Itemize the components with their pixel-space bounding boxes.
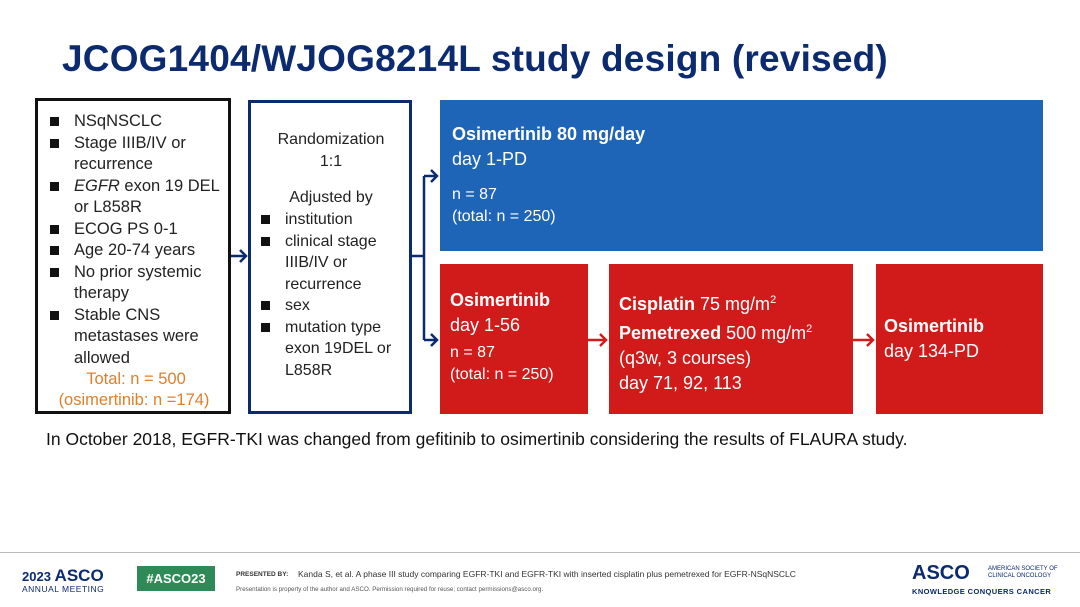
arm-b-phase3-days: day 134-PD — [884, 341, 980, 361]
arrowhead — [866, 333, 875, 347]
footer-divider — [0, 552, 1080, 553]
arm-b-phase3-box: Osimertinib day 134-PD — [876, 264, 1043, 414]
arm-b-phase1-box: Osimertinib day 1-56 n = 87 (total: n = … — [440, 264, 588, 414]
presented-by-label: PRESENTED BY: — [236, 571, 289, 578]
eligibility-list: NSqNSCLC Stage IIIB/IV or recurrence EGF… — [50, 111, 222, 369]
meeting-brand: ASCO — [54, 566, 104, 585]
adjustment-factors: institution clinical stage IIIB/IV or re… — [261, 209, 403, 381]
hashtag-badge: #ASCO23 — [137, 566, 215, 591]
arrowhead — [430, 333, 439, 347]
eligibility-item: No prior systemic therapy — [50, 262, 222, 305]
arm-a-n: n = 87 — [452, 186, 497, 203]
citation: Kanda S, et al. A phase III study compar… — [298, 569, 796, 579]
chemo-schedule: (q3w, 3 courses) — [619, 348, 752, 368]
slide-title: JCOG1404/WJOG8214L study design (revised… — [62, 38, 888, 79]
eligibility-item-egfr: EGFR exon 19 DEL or L858R — [50, 176, 222, 219]
arm-b-n: n = 87 — [450, 344, 495, 361]
randomization-title: Randomization — [277, 131, 385, 148]
arm-b-phase2-box: Cisplatin 75 mg/m2 Pemetrexed 500 mg/m2 … — [609, 264, 853, 414]
total-n: Total: n = 500 — [86, 370, 186, 388]
asco-logo: ASCO — [912, 562, 970, 584]
eligibility-item: Stable CNS metastases were allowed — [50, 305, 222, 370]
flaura-note: In October 2018, EGFR-TKI was changed fr… — [46, 429, 908, 449]
arm-a-total: (total: n = 250) — [452, 208, 556, 225]
total-osimertinib-n: (osimertinib: n =174) — [58, 391, 210, 409]
eligibility-item: Stage IIIB/IV or recurrence — [50, 133, 222, 176]
arm-a-dose: 80 mg/day — [557, 124, 646, 144]
egfr-rest: exon 19 DEL or L858R — [74, 176, 220, 217]
pemetrexed-sup: 2 — [806, 323, 813, 335]
pemetrexed-drug: Pemetrexed — [619, 323, 722, 343]
permission-note: Presentation is property of the author a… — [236, 586, 544, 593]
adjusted-by-label: Adjusted by — [289, 189, 373, 206]
egfr-italic: EGFR — [74, 176, 120, 195]
arm-a-days: day 1-PD — [452, 149, 528, 169]
eligibility-item: ECOG PS 0-1 — [50, 219, 222, 241]
factor-item: institution — [261, 209, 403, 231]
factor-item: mutation type exon 19DEL or L858R — [261, 317, 403, 382]
eligibility-item: NSqNSCLC — [50, 111, 222, 133]
meeting-logo: 2023 ASCO — [22, 566, 104, 586]
pemetrexed-line: Pemetrexed 500 mg/m2 — [619, 317, 843, 346]
arm-b-phase3-drug: Osimertinib — [884, 316, 985, 336]
meeting-year: 2023 — [22, 569, 51, 584]
eligibility-item: Age 20-74 years — [50, 240, 222, 262]
arrowhead — [239, 249, 248, 263]
factor-item: sex — [261, 295, 403, 317]
cisplatin-dose: 75 mg/m — [700, 294, 771, 314]
meeting-sub: ANNUAL MEETING — [22, 584, 105, 594]
arrowhead — [430, 169, 439, 183]
arrowhead — [599, 333, 608, 347]
chemo-days: day 71, 92, 113 — [619, 373, 742, 393]
randomization-box: Randomization 1:1 Adjusted by institutio… — [248, 100, 412, 414]
arm-b-total: (total: n = 250) — [450, 366, 554, 383]
factor-item: clinical stage IIIB/IV or recurrence — [261, 231, 403, 296]
randomization-ratio: 1:1 — [319, 153, 343, 170]
arm-a-box: Osimertinib 80 mg/day day 1-PD n = 87 (t… — [440, 100, 1043, 251]
cisplatin-drug: Cisplatin — [619, 294, 696, 314]
asco-tagline: KNOWLEDGE CONQUERS CANCER — [912, 587, 1052, 596]
cisplatin-sup: 2 — [770, 294, 777, 306]
arm-b-phase1-drug: Osimertinib — [450, 290, 551, 310]
pemetrexed-dose: 500 mg/m — [726, 323, 807, 343]
eligibility-box: NSqNSCLC Stage IIIB/IV or recurrence EGF… — [35, 98, 231, 414]
arm-a-drug: Osimertinib — [452, 124, 553, 144]
cisplatin-line: Cisplatin 75 mg/m2 — [619, 288, 843, 317]
asco-society: AMERICAN SOCIETY OF CLINICAL ONCOLOGY — [988, 566, 1058, 579]
arm-b-phase1-days: day 1-56 — [450, 315, 521, 335]
arm-a-drug-line: Osimertinib 80 mg/day — [452, 122, 1031, 147]
